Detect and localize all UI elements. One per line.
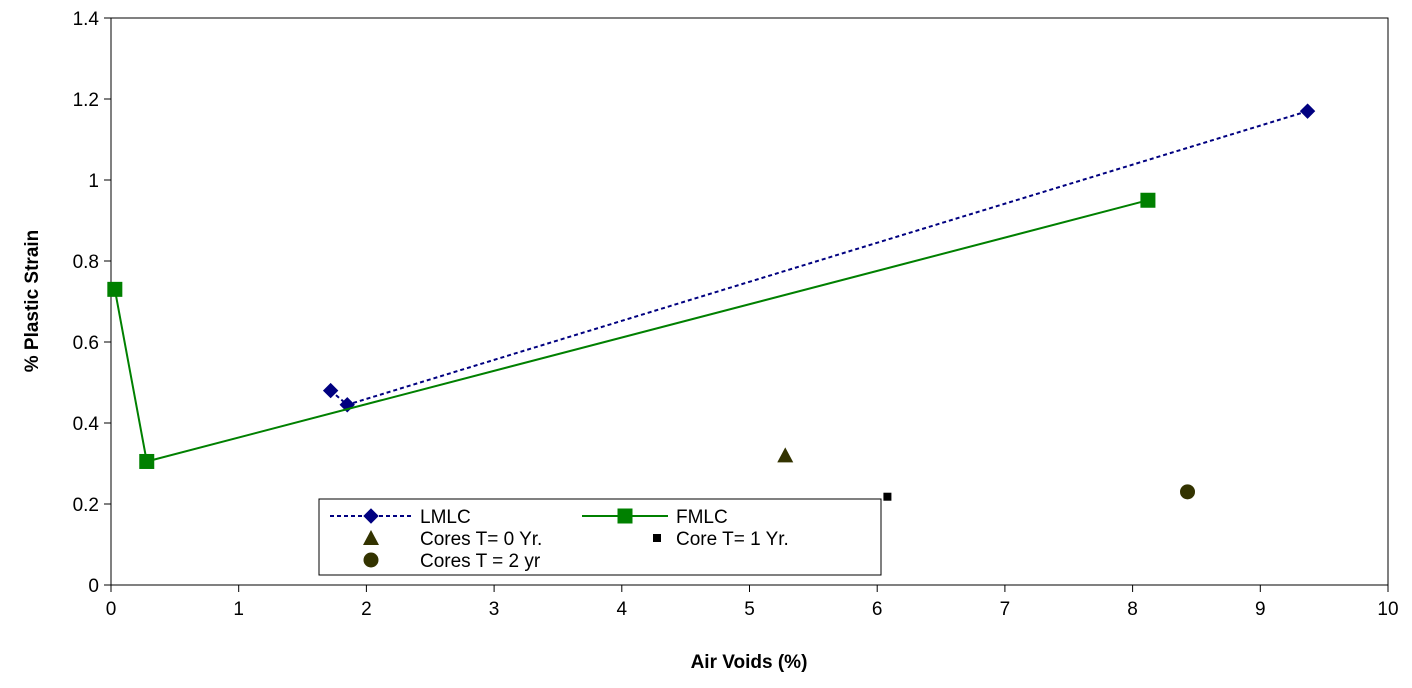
fmlc-point bbox=[139, 453, 155, 469]
legend-fmlc-marker bbox=[617, 508, 633, 524]
legend-cores-t-0-yr-label: Cores T= 0 Yr. bbox=[420, 529, 542, 550]
legend-cores-t-2-yr-label: Cores T = 2 yr bbox=[420, 551, 541, 572]
lmlc-point bbox=[322, 382, 339, 399]
fmlc-point bbox=[1140, 192, 1156, 208]
x-tick-label: 6 bbox=[872, 599, 883, 620]
cores-t-2-yr-point bbox=[1180, 484, 1196, 500]
y-tick-label: 1.2 bbox=[73, 90, 99, 111]
x-tick-label: 8 bbox=[1127, 599, 1138, 620]
cores-t-0-yr-point bbox=[777, 447, 794, 463]
x-tick-label: 4 bbox=[617, 599, 628, 620]
x-tick-label: 2 bbox=[361, 599, 372, 620]
x-tick-label: 0 bbox=[106, 599, 117, 620]
y-tick-label: 0.4 bbox=[73, 414, 100, 435]
fmlc-point bbox=[107, 281, 123, 297]
x-axis-title: Air Voids (%) bbox=[691, 652, 808, 673]
legend-core-t-1-yr-marker bbox=[653, 534, 661, 542]
y-tick-label: 0.2 bbox=[73, 495, 99, 516]
x-tick-label: 3 bbox=[489, 599, 500, 620]
x-tick-label: 10 bbox=[1377, 599, 1398, 620]
x-tick-label: 1 bbox=[233, 599, 244, 620]
legend-lmlc-label: LMLC bbox=[420, 507, 471, 528]
legend-cores-t-2-yr-marker bbox=[363, 552, 379, 568]
lmlc-point bbox=[1299, 103, 1316, 119]
x-tick-label: 5 bbox=[744, 599, 755, 620]
legend-lmlc-marker bbox=[363, 508, 379, 524]
plot-area bbox=[110, 17, 1389, 586]
x-tick-label: 7 bbox=[1000, 599, 1011, 620]
legend-core-t-1-yr-label: Core T= 1 Yr. bbox=[676, 529, 789, 550]
legend-fmlc-label: FMLC bbox=[676, 507, 728, 528]
core-t-1-yr-point bbox=[883, 492, 892, 501]
y-tick-label: 1.4 bbox=[73, 9, 100, 30]
legend: LMLC FMLC Cores T= 0 Yr. Core T= 1 Yr. Cores… bbox=[318, 498, 882, 576]
x-axis: 0 1 2 3 4 5 6 7 8 9 10 bbox=[106, 585, 1399, 620]
y-tick-label: 0.8 bbox=[73, 252, 99, 273]
y-tick-label: 0 bbox=[88, 576, 99, 597]
series-layer bbox=[107, 103, 1316, 501]
legend-box bbox=[318, 498, 882, 576]
y-tick-label: 1 bbox=[88, 171, 99, 192]
legend-cores-t-0-yr-marker bbox=[363, 530, 379, 545]
y-axis-title: % Plastic Strain bbox=[22, 230, 43, 373]
y-axis: 0 0.2 0.4 0.6 0.8 1 1.2 1.4 bbox=[73, 9, 111, 597]
x-tick-label: 9 bbox=[1255, 599, 1266, 620]
y-tick-label: 0.6 bbox=[73, 333, 99, 354]
